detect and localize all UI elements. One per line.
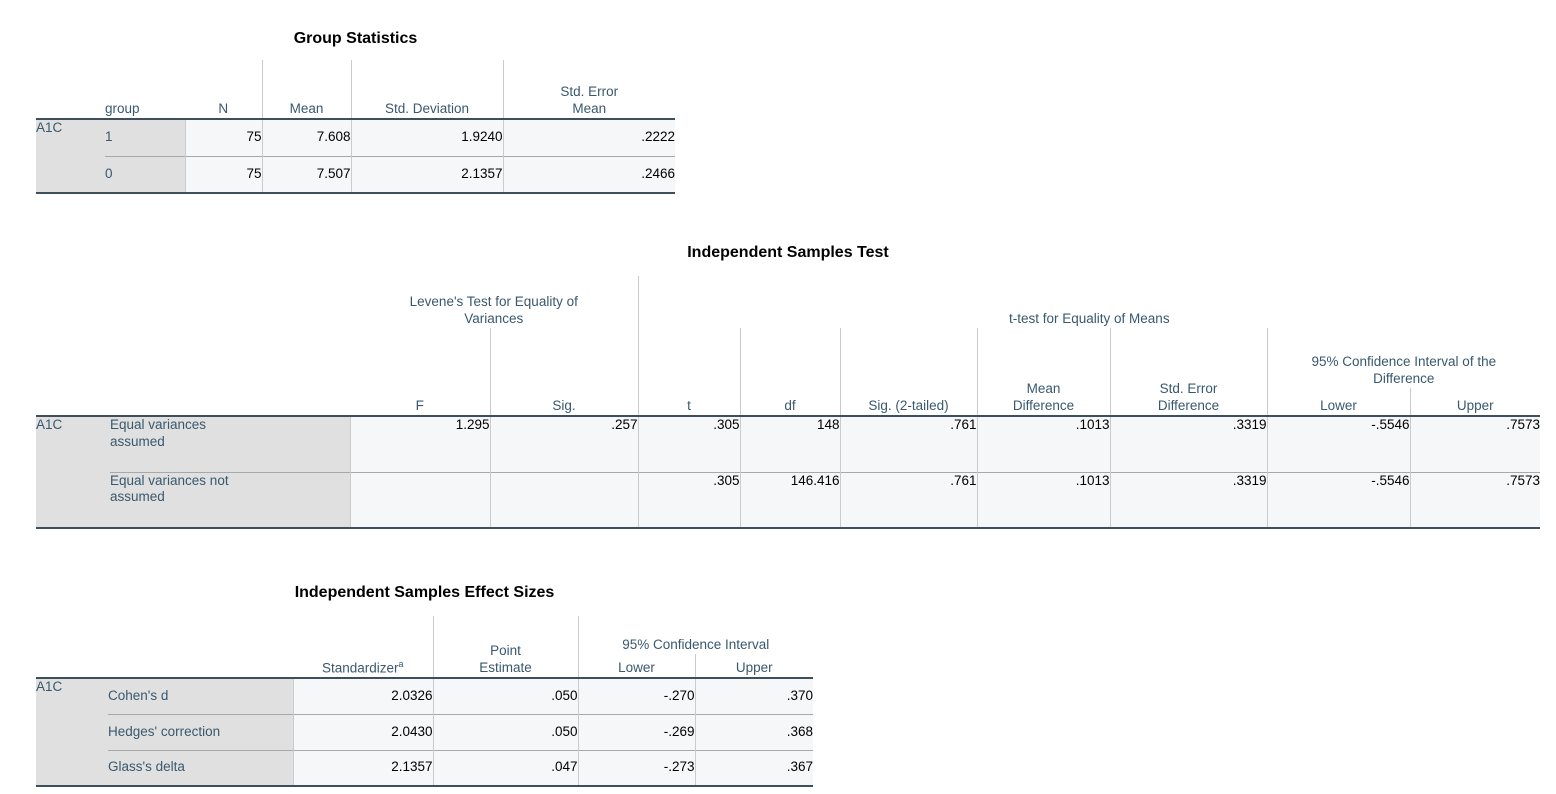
value-cell: .370 — [694, 678, 813, 714]
value-cell: .050 — [432, 713, 578, 750]
row-label-variable: A1C — [36, 678, 108, 787]
table-row: 0 75 7.507 2.1357 .2466 — [36, 155, 675, 194]
value-cell: .3319 — [1109, 416, 1267, 472]
table-row: Equal variances not assumed .305 146.416… — [36, 471, 1541, 529]
row-label-group: 1 — [105, 119, 185, 156]
table-row: A1C 1 75 7.608 1.9240 .2222 — [36, 119, 675, 194]
value-cell: -.270 — [577, 678, 695, 714]
col-header-lower: Lower — [577, 654, 695, 679]
value-cell: .761 — [839, 416, 977, 472]
value-cell: .368 — [694, 713, 813, 750]
value-cell: 2.1357 — [350, 155, 503, 194]
row-label-measure: Cohen's d — [108, 678, 293, 714]
value-cell: 146.416 — [739, 471, 840, 529]
value-cell: .2222 — [502, 119, 675, 156]
value-cell: -.273 — [577, 749, 695, 787]
col-header-std-error-difference: Std. Error Difference — [1109, 328, 1267, 417]
spanner-confidence-interval: 95% Confidence Interval of the Differenc… — [1266, 328, 1541, 388]
row-label-condition: Equal variances assumed — [110, 416, 350, 472]
effect-sizes-title: Independent Samples Effect Sizes — [294, 584, 555, 601]
corner-cell — [36, 616, 293, 679]
value-cell: .047 — [432, 749, 578, 787]
value-cell: 2.0326 — [292, 678, 433, 714]
col-header-lower: Lower — [1266, 388, 1410, 417]
value-cell: .1013 — [976, 416, 1110, 472]
spanner-confidence-interval: 95% Confidence Interval — [577, 616, 813, 654]
corner-cell — [36, 276, 350, 417]
row-label-condition: Equal variances not assumed — [110, 471, 350, 529]
table-row: Hedges' correction 2.0430 .050 -.269 .36… — [36, 713, 813, 750]
header-row-ci: Lower Upper — [36, 654, 813, 679]
footnote-marker: a — [398, 658, 404, 669]
value-cell — [489, 471, 638, 529]
value-cell: -.5546 — [1266, 471, 1410, 529]
value-cell: .050 — [432, 678, 578, 714]
value-cell: .761 — [839, 471, 977, 529]
value-cell: .7573 — [1409, 471, 1541, 529]
value-cell: .1013 — [976, 471, 1110, 529]
value-cell: 75 — [184, 155, 262, 194]
value-cell: 2.1357 — [292, 749, 433, 787]
value-cell — [349, 471, 490, 529]
col-header-t: t — [637, 328, 740, 417]
col-header-mean: Mean — [261, 60, 351, 120]
row-label-variable: A1C — [36, 416, 110, 529]
col-header-upper: Upper — [1409, 388, 1541, 417]
independent-samples-test-title: Independent Samples Test — [687, 244, 889, 261]
value-cell: -.269 — [577, 713, 695, 750]
header-row-spanners: Levene's Test for Equality of Variances … — [36, 276, 1541, 417]
col-header-standardizer: Standardizera — [293, 616, 433, 679]
spanner-t-test: t-test for Equality of Means — [637, 276, 1541, 328]
col-header-mean-difference: Mean Difference — [976, 328, 1110, 417]
col-header-std-deviation: Std. Deviation — [350, 60, 503, 120]
col-header-upper: Upper — [694, 654, 813, 679]
header-row-spanners: Standardizera Point Estimate 95% Confide… — [36, 616, 813, 679]
header-row: group N Mean Std. Deviation Std. Error M… — [36, 60, 675, 120]
value-cell: 7.507 — [261, 155, 351, 194]
col-header-std-error-mean: Std. Error Mean — [502, 60, 675, 120]
header-row-ci: Lower Upper — [36, 388, 1541, 417]
col-header-n: N — [185, 60, 262, 120]
col-header-sig-2-tailed: Sig. (2-tailed) — [839, 328, 977, 417]
value-cell: .2466 — [502, 155, 675, 194]
corner-cell — [36, 60, 105, 120]
table-row: A1C Equal variances assumed 1.295 .257 .… — [36, 416, 1541, 529]
col-header-f: F — [350, 328, 490, 417]
value-cell: .257 — [489, 416, 638, 472]
spanner-levene-test: Levene's Test for Equality of Variances — [350, 276, 638, 328]
header-row-columns: F Sig. t df Sig. (2-tailed) Mean Differe… — [36, 328, 1541, 417]
value-cell: .305 — [637, 416, 740, 472]
value-cell: .367 — [694, 749, 813, 787]
effect-sizes-table[interactable]: Standardizera Point Estimate 95% Confide… — [36, 616, 813, 787]
group-statistics-table[interactable]: group N Mean Std. Deviation Std. Error M… — [36, 60, 675, 194]
value-cell: .305 — [637, 471, 740, 529]
col-header-sig: Sig. — [489, 328, 638, 417]
independent-samples-test-table[interactable]: Levene's Test for Equality of Variances … — [36, 276, 1541, 529]
col-header-point-estimate: Point Estimate — [432, 616, 578, 679]
value-cell: .3319 — [1109, 471, 1267, 529]
group-statistics-title: Group Statistics — [293, 30, 418, 47]
row-label-measure: Glass's delta — [108, 749, 293, 787]
value-cell: 2.0430 — [292, 713, 433, 750]
table-row: Glass's delta 2.1357 .047 -.273 .367 — [36, 749, 813, 787]
row-label-group: 0 — [105, 155, 185, 194]
row-label-measure: Hedges' correction — [108, 713, 293, 750]
col-header-df: df — [739, 328, 840, 417]
value-cell: 7.608 — [261, 119, 351, 156]
value-cell: 148 — [739, 416, 840, 472]
standardizer-label: Standardizer — [321, 660, 399, 676]
value-cell: .7573 — [1409, 416, 1541, 472]
value-cell: 1.9240 — [350, 119, 503, 156]
table-row: A1C Cohen's d 2.0326 .050 -.270 .370 — [36, 678, 813, 787]
value-cell: 1.295 — [349, 416, 490, 472]
col-header-group: group — [105, 60, 185, 120]
value-cell: -.5546 — [1266, 416, 1410, 472]
value-cell: 75 — [184, 119, 262, 156]
row-label-variable: A1C — [36, 119, 105, 194]
